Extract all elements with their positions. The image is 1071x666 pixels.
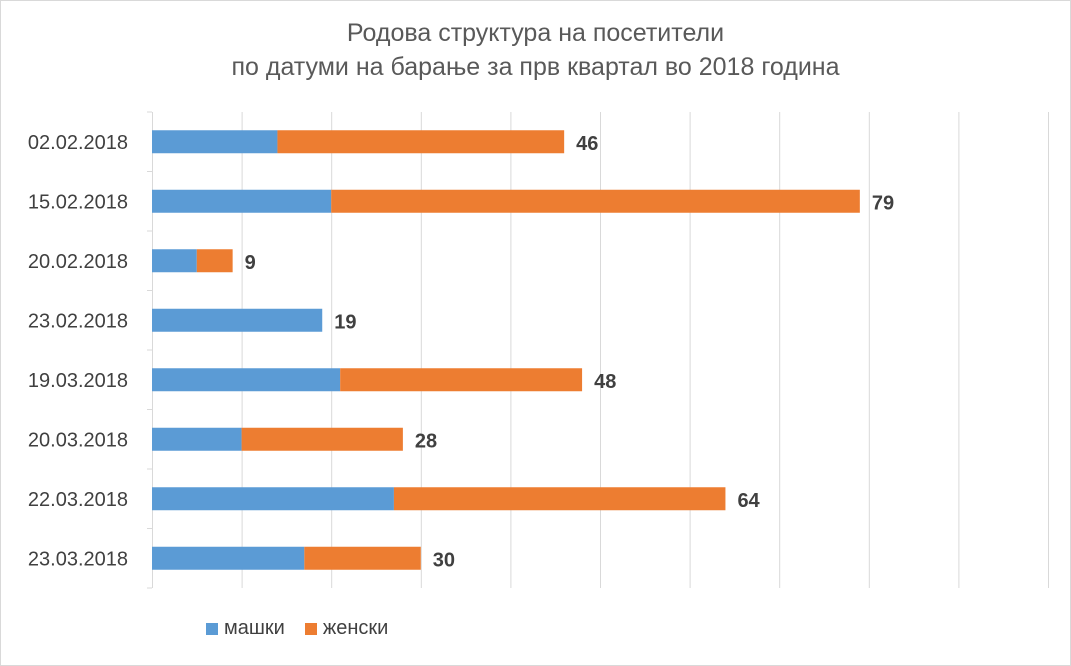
total-data-label: 46 (576, 133, 598, 155)
bar-segment-male (152, 189, 332, 213)
bar-segment-female (393, 487, 726, 511)
bar-segment-male (152, 368, 341, 392)
category-label: 23.02.2018 (28, 310, 128, 332)
bar-segment-male (152, 130, 278, 154)
bar-segment-female (340, 368, 583, 392)
bar-segment-female (241, 427, 403, 451)
category-label: 20.03.2018 (28, 429, 128, 451)
total-data-label: 9 (245, 252, 256, 274)
total-data-label: 48 (594, 371, 616, 393)
bar-segment-male (152, 427, 242, 451)
bar-segment-male (152, 249, 197, 273)
total-data-label: 28 (415, 430, 437, 452)
bar-segment-male (152, 308, 323, 332)
chart-title-line-1: Родова структура на посетители (346, 19, 725, 47)
category-label: 19.03.2018 (28, 370, 128, 392)
total-data-label: 19 (334, 311, 356, 333)
bar-segment-female (331, 189, 860, 213)
total-data-label: 79 (872, 192, 894, 214)
bar-segment-female (304, 546, 421, 570)
bar-segment-female (277, 130, 565, 154)
category-label: 02.02.2018 (28, 132, 128, 154)
legend-swatch-male (206, 622, 218, 635)
total-data-label: 64 (737, 490, 760, 512)
total-data-label: 30 (433, 549, 455, 571)
chart-title: Родова структура на посетители по датуми… (0, 16, 1071, 84)
legend: машки женски (206, 617, 388, 640)
legend-item-male: машки (206, 617, 285, 640)
legend-label-male: машки (224, 617, 285, 639)
bar-segment-male (152, 546, 305, 570)
bar-segment-female (196, 249, 233, 273)
category-label: 22.03.2018 (28, 489, 128, 511)
legend-item-female: женски (304, 617, 389, 640)
category-label: 15.02.2018 (28, 191, 128, 213)
legend-label-female: женски (322, 617, 389, 639)
category-label: 20.02.2018 (28, 251, 128, 273)
bar-segment-male (152, 487, 394, 511)
legend-swatch-female (304, 622, 317, 635)
chart-title-line-2: по датуми на барање за прв квартал во 20… (231, 53, 840, 81)
category-label: 23.03.2018 (28, 548, 128, 570)
